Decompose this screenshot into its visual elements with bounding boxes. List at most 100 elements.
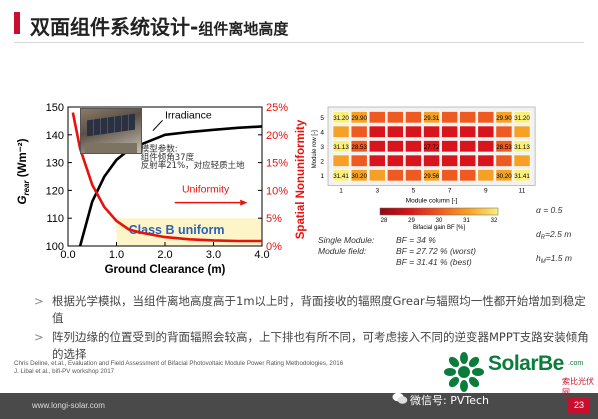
- heatmap-cell: [441, 140, 459, 153]
- y-tick-label: 100: [46, 241, 64, 253]
- cell-value-label: 31.13: [514, 144, 530, 151]
- y-tick-label: 120: [46, 185, 64, 197]
- col-tick-label: 11: [519, 188, 526, 195]
- cell-value-label: 28.53: [496, 144, 512, 151]
- row-tick-label: 2: [320, 158, 324, 165]
- y2-tick-label: 15%: [266, 158, 288, 170]
- heatmap-cell: [513, 140, 531, 153]
- cell-value-label: 29.90: [496, 115, 512, 122]
- module-field-best: BF = 31.41 % (best): [396, 257, 472, 267]
- heatmap-cell: [477, 169, 495, 182]
- col-tick-label: 1: [339, 188, 343, 195]
- row-tick-label: 5: [320, 115, 324, 122]
- irradiance-label: Irradiance: [165, 110, 212, 122]
- heatmap-cell: [423, 154, 440, 167]
- heatmap-cell: [387, 125, 404, 138]
- cell-value-label: 29.56: [424, 173, 440, 180]
- reference-item: J. Libal et al., bifi-PV workshop 2017: [14, 368, 115, 375]
- module-height-value: =1.5 m: [546, 253, 572, 263]
- y2-tick-label: 25%: [266, 102, 288, 114]
- y2-tick-label: 0%: [266, 241, 282, 253]
- x-tick-label: 0.0: [60, 249, 75, 261]
- heatmap-cell: [368, 140, 386, 153]
- col-tick-label: 7: [448, 188, 452, 195]
- footer-url: www.longi-solar.com: [32, 401, 105, 410]
- y2-tick-label: 20%: [266, 130, 288, 142]
- heatmap-cell: [350, 111, 368, 124]
- x-tick-label: 3.0: [206, 249, 221, 261]
- heatmap-cell: [423, 125, 440, 138]
- wechat-icon: [392, 392, 408, 404]
- heatmap-cell: [495, 125, 513, 138]
- alpha-param: α = 0.5: [536, 205, 563, 215]
- single-module-label: Single Module:: [318, 235, 375, 245]
- heatmap-cell: [332, 154, 350, 167]
- row-tick-label: 4: [320, 129, 324, 136]
- heatmap-cell: [477, 125, 495, 138]
- heatmap-cell: [387, 140, 404, 153]
- heatmap-cell: [332, 169, 350, 182]
- cell-value-label: 31.41: [333, 173, 349, 180]
- heatmap-cell: [405, 111, 422, 124]
- cell-value-label: 29.90: [351, 115, 367, 122]
- row-tick-label: 1: [320, 173, 324, 180]
- colorbar-label: Bifacial gain BF [%]: [413, 225, 465, 231]
- heatmap-cell: [368, 154, 386, 167]
- heatmap-cell: [423, 111, 440, 124]
- heatmap-cell: [459, 154, 477, 167]
- module-field-label: Module field:: [318, 246, 367, 256]
- note-bullet: >: [34, 294, 44, 308]
- heatmap-cell: [332, 125, 350, 138]
- heatmap-cell: [350, 140, 368, 153]
- heatmap-cell: [332, 140, 350, 153]
- uniformity-line: [71, 112, 262, 243]
- heatmap-cell: [459, 111, 477, 124]
- colorbar-tick-label: 29: [408, 218, 415, 224]
- colorbar-tick-label: 30: [436, 218, 443, 224]
- note-item: > 根据光学模拟，当组件离地高度高于1m以上时，背面接收的辐照度Grear与辐照均…: [34, 293, 594, 327]
- heatmap-cell: [495, 140, 513, 153]
- slide-notes: > 根据光学模拟，当组件离地高度高于1m以上时，背面接收的辐照度Grear与辐照均…: [34, 293, 594, 365]
- note-text: 阵列边缘的位置受到的背面辐照会较高，上下排也有所不同，可考虑接入不同的逆变器MP…: [52, 330, 589, 361]
- colorbar-tick-label: 31: [463, 218, 470, 224]
- heatmap-cell: [459, 169, 477, 182]
- note-bullet: >: [34, 330, 44, 344]
- cell-value-label: 31.41: [514, 173, 530, 180]
- row-distance-symbol: d: [536, 229, 541, 239]
- slide-footer: www.longi-solar.com 23: [0, 393, 598, 419]
- y-axis-subscript: rear: [22, 180, 31, 196]
- uniformity-arrow-head: [240, 199, 248, 206]
- irradiance-pointer: [152, 120, 163, 131]
- y-tick-label: 110: [46, 213, 64, 225]
- param-albedo: 反射率21%，对应轻质土地: [141, 160, 245, 171]
- slide-title: 双面组件系统设计-组件离地高度: [30, 11, 288, 40]
- module-height-symbol: h: [536, 253, 541, 263]
- wechat-id: 微信号: PVTech: [410, 394, 489, 407]
- heatmap-cell: [495, 154, 513, 167]
- heatmap-cell: [368, 169, 386, 182]
- title-accent-bar: [14, 12, 20, 34]
- heatmap-cell: [405, 140, 422, 153]
- heatmap-cell: [513, 154, 531, 167]
- param-tilt: 组件倾角37度: [141, 152, 195, 163]
- col-tick-label: 9: [484, 188, 488, 195]
- heatmap-cell: [459, 125, 477, 138]
- colorbar: [379, 207, 499, 216]
- heatmap-cell: [405, 125, 422, 138]
- colorbar-tick-label: 32: [491, 218, 498, 224]
- slide-header: 双面组件系统设计-组件离地高度: [0, 0, 598, 50]
- heatmap-xlabel: Module column [-]: [406, 198, 458, 205]
- module-height-sub: M: [541, 259, 546, 265]
- heatmap-cell: [368, 111, 386, 124]
- heatmap-cell: [423, 169, 440, 182]
- heatmap-cell: [441, 169, 459, 182]
- heatmap-cell: [495, 111, 513, 124]
- heatmap-cell: [387, 169, 404, 182]
- heatmap-cell: [441, 154, 459, 167]
- heatmap-cell: [495, 169, 513, 182]
- heatmap-cell: [477, 154, 495, 167]
- row-distance-value: =2.5 m: [545, 229, 571, 239]
- heatmap-cell: [332, 111, 350, 124]
- title-sub: 组件离地高度: [198, 20, 289, 38]
